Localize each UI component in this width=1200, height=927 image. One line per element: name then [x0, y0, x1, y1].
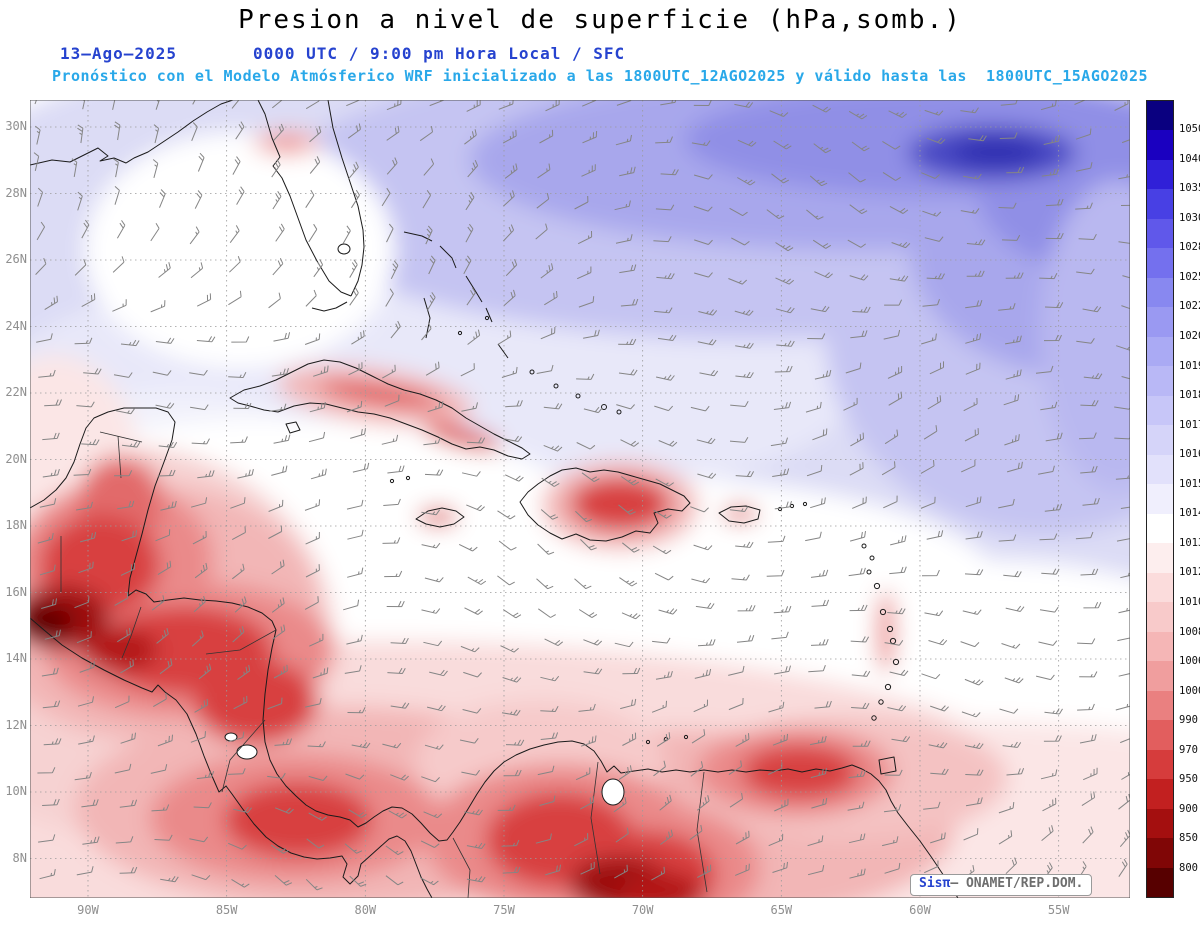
colorbar-cell-0	[1147, 101, 1173, 131]
date-line: 13–Ago–2025 0000 UTC / 9:00 pm Hora Loca…	[0, 44, 1200, 64]
colorbar-label-1006: 1006	[1179, 655, 1200, 668]
pressure-colorbar	[1146, 100, 1174, 898]
lat-tick-label-12N: 12N	[5, 717, 27, 732]
colorbar-cell-19	[1147, 661, 1173, 691]
lon-tick-label-70W: 70W	[631, 903, 654, 917]
colorbar-cell-26	[1147, 867, 1173, 898]
coastline-layer	[30, 100, 959, 898]
colorbar-label-1028: 1028	[1179, 241, 1200, 254]
colorbar-cell-8	[1147, 336, 1173, 367]
colorbar-label-800: 800	[1179, 861, 1198, 874]
colorbar-cell-3	[1147, 189, 1173, 219]
model-info-line: Pronóstico con el Modelo Atmósferico WRF…	[51, 67, 1149, 85]
map-canvas	[30, 100, 1130, 898]
colorbar-label-1016: 1016	[1179, 448, 1200, 461]
colorbar-label-1020: 1020	[1179, 329, 1200, 342]
colorbar-cell-2	[1147, 159, 1173, 190]
page-title: Presion a nivel de superficie (hPa,somb.…	[238, 5, 962, 35]
colorbar-cell-17	[1147, 602, 1173, 632]
watermark-brand: Sisπ	[919, 876, 951, 891]
colorbar-cell-6	[1147, 277, 1173, 308]
borders-layer	[60, 431, 708, 898]
lon-tick-label-55W: 55W	[1047, 903, 1070, 917]
lat-tick-label-30N: 30N	[5, 119, 27, 133]
colorbar-label-1018: 1018	[1179, 389, 1200, 402]
forecast-time: 0000 UTC / 9:00 pm Hora Local / SFC	[253, 44, 626, 63]
colorbar-cell-4	[1147, 218, 1173, 249]
colorbar-cell-22	[1147, 749, 1173, 780]
colorbar-label-1022: 1022	[1179, 300, 1200, 313]
colorbar-label-1050: 1050	[1179, 123, 1200, 136]
colorbar-cell-23	[1147, 779, 1173, 809]
colorbar-cell-20	[1147, 690, 1173, 721]
lon-tick-label-80W: 80W	[354, 903, 377, 917]
colorbar-label-1040: 1040	[1179, 152, 1200, 165]
colorbar-label-1035: 1035	[1179, 182, 1200, 195]
colorbar-label-1010: 1010	[1179, 595, 1200, 608]
colorbar-label-1008: 1008	[1179, 625, 1200, 638]
lat-tick-label-28N: 28N	[5, 185, 27, 200]
colorbar-cell-14	[1147, 513, 1173, 544]
lat-tick-label-22N: 22N	[5, 385, 27, 399]
lon-tick-label-85W: 85W	[215, 903, 238, 917]
colorbar-label-1019: 1019	[1179, 359, 1200, 372]
colorbar-cell-5	[1147, 248, 1173, 278]
lat-tick-label-18N: 18N	[5, 518, 27, 532]
map-layers	[30, 100, 1130, 898]
colorbar-label-970: 970	[1179, 743, 1198, 756]
lat-tick-label-16N: 16N	[5, 584, 27, 599]
colorbar-label-900: 900	[1179, 802, 1198, 815]
lon-tick-label-90W: 90W	[77, 903, 99, 917]
lon-tick-label-75W: 75W	[493, 903, 515, 917]
colorbar-label-1012: 1012	[1179, 566, 1200, 579]
colorbar-label-990: 990	[1179, 714, 1198, 727]
colorbar-label-1015: 1015	[1179, 477, 1200, 490]
colorbar-cell-1	[1147, 130, 1173, 160]
colorbar-cell-18	[1147, 631, 1173, 662]
lon-tick-label-60W: 60W	[909, 903, 931, 917]
colorbar-cell-10	[1147, 395, 1173, 426]
colorbar-cell-21	[1147, 720, 1173, 750]
watermark-org: – ONAMET/REP.DOM.	[950, 876, 1084, 891]
colorbar-label-950: 950	[1179, 773, 1198, 786]
lat-tick-label-8N: 8N	[12, 850, 27, 865]
colorbar-cell-24	[1147, 808, 1173, 839]
colorbar-cell-11	[1147, 425, 1173, 455]
colorbar-cell-13	[1147, 484, 1173, 514]
colorbar-label-1014: 1014	[1179, 507, 1200, 520]
colorbar-label-850: 850	[1179, 832, 1198, 845]
wind-barbs-layer	[33, 100, 1130, 891]
colorbar-label-1000: 1000	[1179, 684, 1200, 697]
colorbar-cell-16	[1147, 572, 1173, 603]
colorbar-cell-12	[1147, 454, 1173, 485]
lon-tick-label-65W: 65W	[770, 903, 793, 917]
lat-tick-label-24N: 24N	[5, 318, 27, 333]
colorbar-cell-15	[1147, 543, 1173, 573]
colorbar-label-1030: 1030	[1179, 211, 1200, 224]
colorbar-cell-9	[1147, 366, 1173, 396]
colorbar-cell-25	[1147, 838, 1173, 868]
forecast-date: 13–Ago–2025	[60, 44, 177, 63]
small-islands-layer	[389, 315, 900, 745]
colorbar-label-1013: 1013	[1179, 536, 1200, 549]
colorbar-label-1017: 1017	[1179, 418, 1200, 431]
colorbar-label-1025: 1025	[1179, 270, 1200, 283]
lat-tick-label-20N: 20N	[5, 451, 27, 466]
watermark-badge: Sisπ– ONAMET/REP.DOM.	[910, 874, 1093, 896]
lat-tick-label-14N: 14N	[5, 651, 27, 665]
lat-tick-label-10N: 10N	[5, 784, 27, 798]
lat-tick-label-26N: 26N	[5, 252, 27, 266]
colorbar-cell-7	[1147, 307, 1173, 337]
